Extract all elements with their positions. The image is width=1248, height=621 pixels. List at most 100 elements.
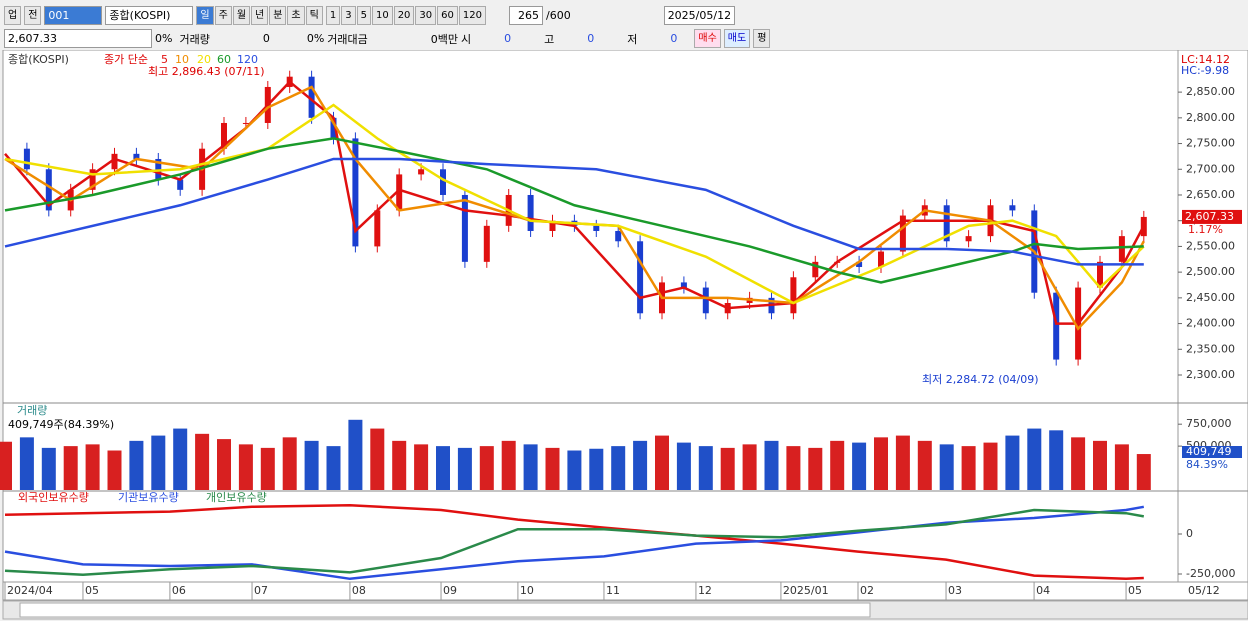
x-tick-label: 2024/04 <box>7 584 53 597</box>
y-tick-label: -250,000 <box>1186 567 1235 580</box>
candle <box>221 122 227 149</box>
ma-line <box>4 137 1144 284</box>
legend-entry: 20 <box>197 53 211 66</box>
volume-bar <box>85 444 100 490</box>
volume-bar <box>217 439 231 490</box>
count[interactable]: 265 <box>508 5 543 25</box>
buy-button[interactable]: 매수 <box>694 29 721 48</box>
volume-bar <box>63 446 78 490</box>
candle <box>111 153 118 170</box>
open-label: 시 <box>461 32 472 46</box>
candle <box>45 169 52 211</box>
candle <box>549 220 556 231</box>
toolbar-button[interactable]: 3 <box>341 5 356 25</box>
legend-entry: 10 <box>175 53 189 66</box>
toolbar-button[interactable]: 분 <box>269 5 287 25</box>
toolbar-button[interactable]: 10 <box>371 5 393 25</box>
volume-bar <box>808 447 823 490</box>
candle <box>637 241 644 314</box>
y-tick-label: 2,350.00 <box>1186 342 1235 355</box>
ma-line <box>4 157 1144 266</box>
change: 0% <box>155 32 173 45</box>
candle <box>680 282 687 288</box>
toolbar-button[interactable]: 20 <box>393 5 415 25</box>
candle <box>89 169 96 190</box>
volume-bar <box>195 433 210 490</box>
candle <box>396 174 403 211</box>
volume-bar <box>961 446 976 490</box>
volume-bar <box>414 444 429 490</box>
x-tick-label: 06 <box>172 584 186 597</box>
x-tick-label: 11 <box>606 584 620 597</box>
volume-bar <box>1114 444 1129 490</box>
candle <box>461 194 468 262</box>
candle <box>483 225 490 262</box>
volume-bar <box>129 440 144 490</box>
volume-bar <box>720 447 735 490</box>
volume-bar <box>698 446 713 490</box>
amount: 0백만 <box>430 32 459 46</box>
hc: HC:-9.98 <box>1181 64 1229 77</box>
date[interactable]: 2025/05/12 <box>663 5 736 25</box>
low: 0 <box>670 32 678 45</box>
stock-name: 종합(KOSPI) <box>105 5 194 25</box>
candle <box>330 117 337 139</box>
y-tick-label: 2,800.00 <box>1186 111 1235 124</box>
x-tick-label: 05 <box>85 584 99 597</box>
volume-bar <box>1071 437 1086 490</box>
toolbar-button[interactable]: 120 <box>458 5 486 25</box>
toolbar-button[interactable]: 월 <box>232 5 251 25</box>
vol-tag-bg <box>1182 446 1242 458</box>
volume-bar <box>238 444 253 490</box>
mode[interactable]: 전 <box>24 5 42 25</box>
candle <box>790 277 797 314</box>
volume-bar <box>151 435 166 490</box>
market[interactable]: 업 <box>4 5 22 25</box>
volume-bar <box>436 446 450 490</box>
avg-button[interactable]: 평 <box>753 29 771 48</box>
y-tick-label: 2,300.00 <box>1186 368 1235 381</box>
toolbar-button[interactable]: 초 <box>287 5 305 25</box>
code-input[interactable]: 001 <box>44 5 103 25</box>
y-tick-label: 2,400.00 <box>1186 317 1235 330</box>
toolbar-button[interactable]: 30 <box>415 5 437 25</box>
candle <box>593 225 600 231</box>
panel-title: 거래량 <box>17 404 47 417</box>
volume-bar <box>1093 440 1107 490</box>
volume-bar <box>260 447 275 490</box>
volume-bar <box>939 444 954 490</box>
volume-bar <box>917 440 932 490</box>
volume-bar <box>304 440 319 490</box>
candle <box>352 138 359 247</box>
candle <box>878 251 884 267</box>
ma-label: 종가 단순 <box>104 53 148 66</box>
volume-bar <box>786 446 801 490</box>
toolbar-button[interactable]: 틱 <box>305 5 323 25</box>
candle <box>133 153 140 159</box>
vol-last: 409,749 <box>1186 445 1232 458</box>
candle <box>943 205 950 242</box>
last-price: 2,607.33 <box>1185 210 1234 223</box>
volume-bar <box>895 435 910 490</box>
price: 2,607.33 <box>4 29 152 48</box>
y-tick-label: 2,650.00 <box>1186 188 1235 201</box>
y-tick-label: 2,500.00 <box>1186 265 1235 278</box>
candle <box>856 261 863 267</box>
x-tick-label: 08 <box>352 584 366 597</box>
legend-entry: 60 <box>217 53 231 66</box>
candle <box>527 194 534 231</box>
toolbar-button[interactable]: 1 <box>325 5 341 25</box>
toolbar-button[interactable]: 주 <box>214 5 232 25</box>
y-tick-label: 0 <box>1186 527 1193 540</box>
volume-bar <box>633 440 648 490</box>
toolbar-button[interactable]: 5 <box>356 5 371 25</box>
volume-bar <box>392 440 407 490</box>
toolbar-button[interactable]: 일 <box>196 5 214 25</box>
toolbar-button[interactable]: 년 <box>251 5 269 25</box>
toolbar-button[interactable]: 60 <box>437 5 458 25</box>
volume-bar <box>348 419 363 490</box>
x-tick-label: 10 <box>520 584 534 597</box>
volume-bar <box>742 444 757 490</box>
sell-button[interactable]: 매도 <box>723 29 751 48</box>
